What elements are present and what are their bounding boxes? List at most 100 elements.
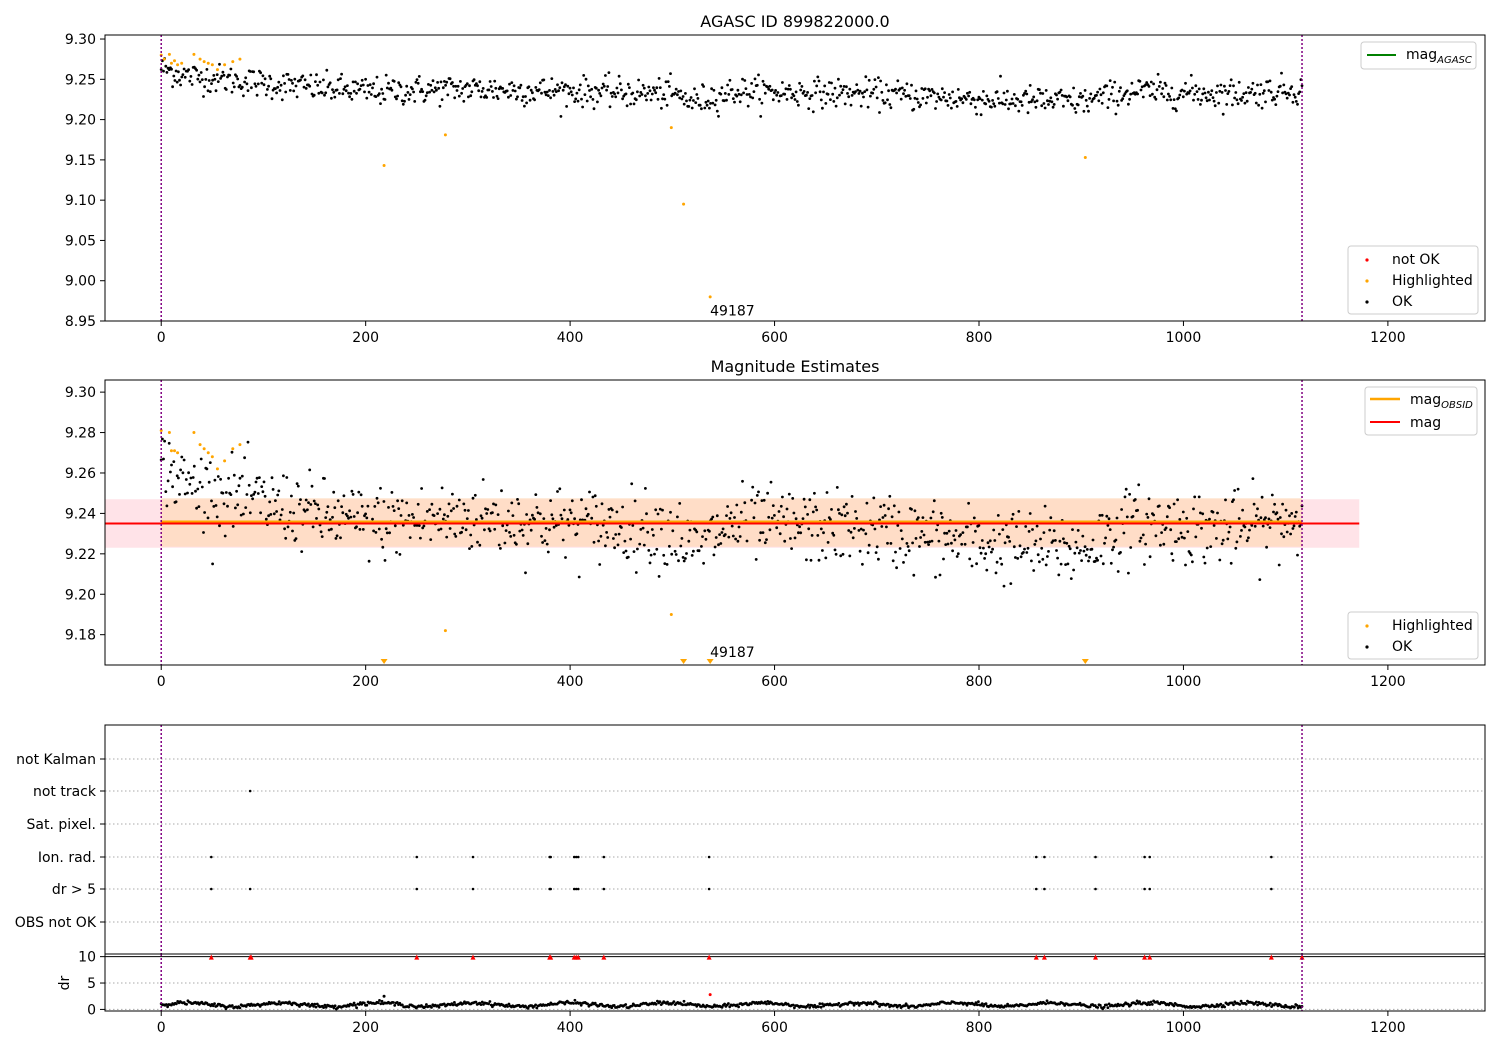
estimates-marker-legend: Highlighted OK xyxy=(1347,611,1479,660)
ok-point xyxy=(650,92,654,96)
ok-point xyxy=(404,93,407,97)
ok-point xyxy=(478,543,482,547)
ok-point xyxy=(1201,92,1205,96)
ok-point xyxy=(1247,536,1250,540)
ok-point xyxy=(768,528,772,532)
ok-point xyxy=(238,476,242,480)
ok-point xyxy=(657,77,661,80)
ok-point xyxy=(580,97,583,101)
ok-point xyxy=(237,484,241,488)
highlighted-point xyxy=(210,63,214,67)
ok-point xyxy=(197,505,201,508)
ok-point xyxy=(1164,526,1168,530)
dr-point xyxy=(395,1001,399,1004)
dr-point xyxy=(1147,1001,1150,1004)
ok-point xyxy=(465,517,469,520)
ok-point xyxy=(161,437,164,441)
ok-point xyxy=(714,536,718,539)
ok-point xyxy=(325,510,329,514)
ok-point xyxy=(292,89,296,93)
ok-point xyxy=(874,551,878,554)
ok-point xyxy=(589,95,592,99)
ok-point xyxy=(1028,84,1032,87)
ok-point xyxy=(1186,530,1190,533)
ok-point xyxy=(245,493,249,496)
ok-point xyxy=(528,98,532,102)
ok-point xyxy=(620,88,623,92)
dr-point xyxy=(382,994,386,998)
ok-point xyxy=(536,511,540,515)
dr-point xyxy=(323,1003,327,1007)
ok-point xyxy=(1062,537,1065,541)
ok-point xyxy=(890,515,894,519)
ok-point xyxy=(1275,511,1279,515)
ok-point xyxy=(639,91,643,94)
ok-point xyxy=(486,508,490,511)
ok-point xyxy=(543,90,547,94)
ok-point xyxy=(1116,570,1120,573)
flag-point xyxy=(1270,855,1273,859)
ok-point xyxy=(980,98,984,102)
ok-point xyxy=(1036,553,1040,557)
ok-point xyxy=(264,93,268,97)
ok-point xyxy=(1232,498,1235,502)
clipped-marker xyxy=(706,659,714,664)
dr-capped-marker xyxy=(706,954,712,960)
ok-point xyxy=(759,531,763,535)
ok-point xyxy=(633,499,637,503)
dr-point xyxy=(808,1006,812,1009)
ok-point xyxy=(616,543,620,547)
ok-point xyxy=(428,508,431,511)
ok-point xyxy=(966,525,969,529)
dr-point xyxy=(791,1003,795,1007)
ok-point xyxy=(570,93,574,97)
ok-point xyxy=(323,477,326,480)
ok-point xyxy=(692,549,695,553)
dr-point xyxy=(965,1003,969,1007)
ok-point xyxy=(223,534,227,538)
ok-point xyxy=(746,104,750,108)
ok-point xyxy=(839,554,843,558)
dr-point xyxy=(312,1004,315,1008)
ok-point xyxy=(1016,557,1020,560)
ok-point xyxy=(1208,517,1211,521)
ok-point xyxy=(1229,561,1233,565)
dr-capped-marker xyxy=(414,954,420,960)
ok-point xyxy=(226,504,229,508)
ok-point xyxy=(961,531,965,534)
ok-point xyxy=(848,87,852,91)
ok-point xyxy=(1192,98,1195,102)
ok-point xyxy=(1261,91,1265,95)
ok-point xyxy=(1184,563,1187,567)
ok-point xyxy=(1272,510,1275,514)
ok-point xyxy=(816,75,820,79)
ok-point xyxy=(601,82,605,86)
ok-point xyxy=(602,84,606,88)
ok-point xyxy=(461,526,465,530)
dr-point xyxy=(365,1003,369,1007)
ok-point xyxy=(295,95,299,99)
ok-point xyxy=(873,78,877,81)
ok-point xyxy=(609,91,613,95)
ok-point xyxy=(310,484,314,488)
ok-point xyxy=(1100,513,1104,517)
ok-point xyxy=(211,78,215,82)
ok-point xyxy=(308,468,312,472)
dr-point xyxy=(355,1006,358,1010)
ok-point xyxy=(419,536,422,540)
ok-point xyxy=(1260,495,1264,499)
ok-point xyxy=(1276,517,1280,521)
dr-point xyxy=(526,1007,530,1010)
ok-point xyxy=(848,554,852,558)
ok-point xyxy=(1156,72,1160,76)
ok-point xyxy=(878,111,881,114)
ok-point xyxy=(342,494,346,498)
ok-point xyxy=(294,537,298,540)
dr-point xyxy=(1005,1004,1008,1008)
ok-point xyxy=(645,512,648,516)
ok-point xyxy=(451,492,454,496)
ok-point xyxy=(1216,84,1219,88)
dr-point xyxy=(535,1006,539,1010)
ok-point xyxy=(425,91,429,95)
ok-point xyxy=(338,92,341,95)
